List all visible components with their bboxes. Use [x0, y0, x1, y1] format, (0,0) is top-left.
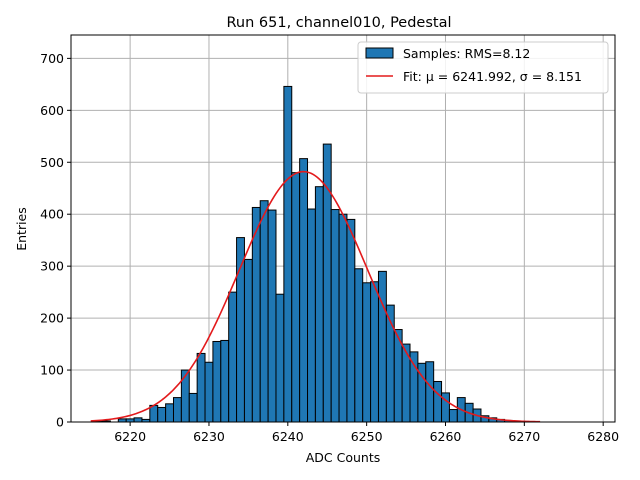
- histogram-bar: [314, 186, 324, 423]
- histogram-bar: [362, 282, 372, 423]
- x-tick-label: 6280: [587, 429, 619, 444]
- histogram-bar: [299, 158, 309, 423]
- x-tick-label: 6220: [114, 429, 146, 444]
- histogram-bar: [180, 369, 190, 423]
- histogram-bar: [165, 403, 174, 423]
- histogram-bar: [448, 409, 458, 423]
- histogram-bar: [157, 406, 167, 423]
- x-tick-label: 6250: [351, 429, 383, 444]
- legend-box: [357, 41, 609, 94]
- y-axis: 0 100 200 300 400 500 600 700: [40, 51, 71, 430]
- histogram-bar: [204, 361, 214, 423]
- histogram-bar: [259, 200, 269, 423]
- histogram-bar: [354, 268, 364, 423]
- histogram-bar: [370, 281, 379, 423]
- histogram-bar: [220, 339, 230, 423]
- legend-fit-label: Fit: μ = 6241.992, σ = 8.151: [403, 69, 582, 84]
- histogram-bar: [172, 397, 182, 423]
- histogram-bar: [283, 85, 293, 423]
- histogram-bar: [196, 352, 206, 423]
- plot-frame: [70, 34, 616, 423]
- histogram-bar: [377, 270, 387, 423]
- y-tick-label: 200: [40, 311, 64, 326]
- x-tick-label: 6270: [508, 429, 540, 444]
- chart-title: Run 651, channel010, Pedestal: [226, 15, 451, 31]
- fit-curve: [90, 170, 541, 423]
- histogram-bar: [433, 380, 443, 423]
- histogram-bar: [133, 417, 143, 423]
- grid: [71, 35, 615, 423]
- x-axis-label: ADC Counts: [306, 450, 381, 465]
- histogram-bar: [338, 213, 348, 423]
- y-tick-label: 700: [40, 51, 64, 66]
- y-tick-label: 100: [40, 363, 64, 378]
- legend-samples-swatch: [365, 47, 394, 59]
- y-tick-label: 300: [40, 259, 64, 274]
- y-tick-label: 600: [40, 103, 64, 118]
- histogram-bar: [346, 218, 356, 423]
- histogram-bar: [243, 258, 253, 423]
- histogram-bar: [307, 208, 316, 423]
- legend-samples-label: Samples: RMS=8.12: [403, 46, 530, 61]
- y-axis-label: Entries: [14, 207, 29, 251]
- legend: Samples: RMS=8.12 Fit: μ = 6241.992, σ =…: [357, 41, 609, 94]
- y-tick-label: 400: [40, 207, 64, 222]
- histogram-bar: [409, 351, 419, 423]
- histogram-bars: [94, 85, 529, 423]
- histogram-bar: [291, 172, 301, 423]
- histogram-bar: [330, 209, 340, 423]
- y-tick-label: 500: [40, 155, 64, 170]
- y-tick-label: 0: [56, 415, 64, 430]
- histogram-bar: [267, 209, 277, 423]
- x-tick-label: 6260: [430, 429, 462, 444]
- x-axis: 6220 6230 6240 6250 6260 6270 6280: [114, 422, 619, 444]
- histogram-bar: [425, 361, 435, 423]
- x-tick-label: 6240: [272, 429, 304, 444]
- x-tick-label: 6230: [193, 429, 225, 444]
- histogram-bar: [275, 293, 285, 423]
- histogram-bar: [228, 291, 238, 423]
- histogram-bar: [212, 340, 222, 423]
- histogram-bar: [251, 206, 261, 423]
- histogram-bar: [188, 392, 198, 423]
